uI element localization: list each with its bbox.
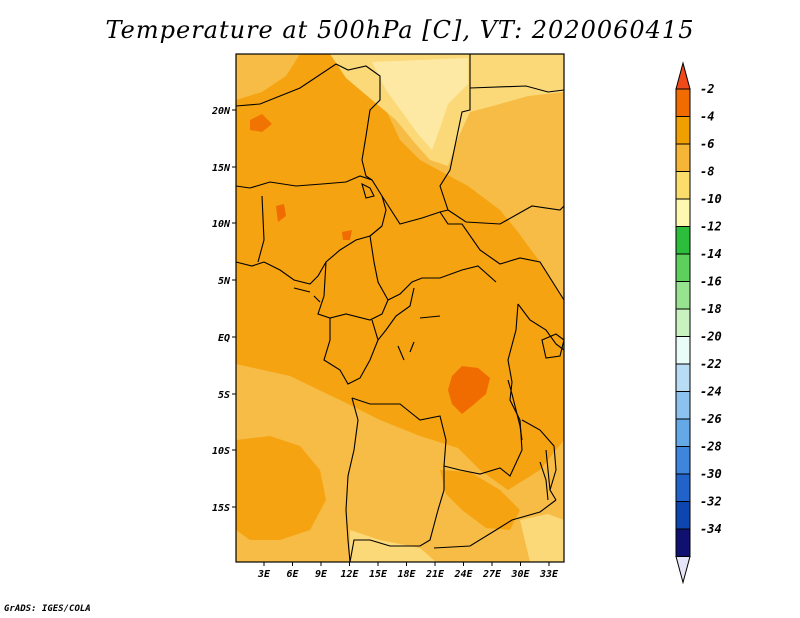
- shade-minus8-northwest: [236, 54, 300, 100]
- colorbar-label: -8: [700, 165, 714, 179]
- border-angola-zambia: [349, 466, 445, 563]
- colorbar-label: -24: [700, 385, 722, 399]
- border-sudan-southsudan: [439, 211, 565, 301]
- shade-minus6-south-interior: [440, 470, 520, 530]
- colorbar-label: -4: [700, 110, 714, 124]
- lat-tick-label: 5S: [218, 390, 230, 401]
- lat-tick-label: 5N: [218, 276, 231, 287]
- colorbar-bottom-arrow: [675, 556, 691, 585]
- colorbar-swatch: [675, 308, 691, 337]
- colorbar-swatch: [675, 171, 691, 200]
- colorbar-label: -10: [700, 192, 722, 206]
- lon-tick-label: 9E: [315, 569, 328, 580]
- shade-minus12-north: [372, 58, 468, 150]
- colorbar-label: -20: [700, 330, 722, 344]
- lon-tick-label: 33E: [539, 569, 559, 580]
- border-tanzania: [521, 419, 557, 501]
- colorbar-label: -16: [700, 275, 722, 289]
- shade-minus4-congo-center: [448, 366, 490, 414]
- border-benin: [257, 195, 265, 263]
- border-drc-west: [377, 287, 415, 341]
- border-zambia-zimbabwe: [433, 499, 557, 549]
- grads-credit: GrADS: IGES/COLA: [4, 604, 91, 614]
- border-malawi: [539, 461, 549, 501]
- lat-tick-label: EQ: [218, 333, 230, 344]
- lon-axis: 3E 6E 9E 12E 15E 18E 21E 24E 27E 30E 33E: [257, 562, 559, 580]
- colorbar-swatch: [675, 446, 691, 475]
- border-niger-chad-nigeria: [235, 175, 387, 237]
- map-panel: [235, 53, 565, 563]
- colorbar-label: -30: [700, 467, 722, 481]
- colorbar: -2 -4 -6 -8 -10 -12 -14 -16 -18 -20 -22 -24 -26 -28 -3…: [675, 61, 722, 585]
- colorbar-swatch: [675, 88, 691, 117]
- coast-guinea: [235, 261, 321, 303]
- river-congo: [397, 315, 441, 361]
- lon-tick-label: 21E: [425, 569, 445, 580]
- colorbar-label: -32: [700, 495, 722, 509]
- colorbar-label: -22: [700, 357, 722, 371]
- colorbar-swatch: [675, 363, 691, 392]
- border-niger-chad-north: [361, 135, 373, 181]
- border-east: [517, 303, 565, 351]
- lat-tick-label: 15N: [212, 163, 231, 174]
- colorbar-swatch: [675, 198, 691, 227]
- colorbar-swatch: [675, 253, 691, 282]
- colorbar-swatch: [675, 226, 691, 255]
- colorbar-swatch: [675, 418, 691, 447]
- colorbar-swatch: [675, 501, 691, 530]
- colorbar-label: -12: [700, 220, 722, 234]
- lon-tick-label: 30E: [510, 569, 530, 580]
- lon-tick-label: 18E: [397, 569, 416, 580]
- colorbar-label: -34: [700, 522, 722, 536]
- border-algeria-niger-libya: [235, 63, 381, 137]
- temperature-shading: [236, 54, 564, 562]
- border-angola-coast: [345, 397, 359, 563]
- colorbar-label: -2: [700, 82, 714, 96]
- lon-tick-label: 24E: [453, 569, 473, 580]
- border-cameroon-congo-gabon: [317, 261, 389, 321]
- colorbar-top-arrow: [675, 61, 691, 90]
- colorbar-swatch: [675, 528, 691, 557]
- border-nigeria-cameroon: [263, 225, 383, 285]
- border-drc-angola: [351, 303, 523, 477]
- shade-minus6-southwest: [236, 436, 326, 540]
- colorbar-swatch: [675, 281, 691, 310]
- country-borders: [235, 54, 565, 563]
- border-chad-sudan: [381, 195, 449, 225]
- colorbar-label: -18: [700, 302, 722, 316]
- colorbar-swatch: [675, 473, 691, 502]
- colorbar-label: -26: [700, 412, 722, 426]
- shade-minus4-northwest: [250, 114, 272, 132]
- lake-malawi: [545, 449, 551, 491]
- lon-tick-label: 15E: [369, 569, 388, 580]
- lat-tick-label: 10N: [212, 219, 231, 230]
- border-gabon: [323, 318, 379, 385]
- lake-chad: [361, 182, 375, 199]
- colorbar-swatch: [675, 143, 691, 172]
- lon-tick-label: 12E: [340, 569, 359, 580]
- border-egypt-north: [469, 85, 565, 93]
- lat-tick-label: 20N: [211, 106, 231, 117]
- colorbar-label: -14: [700, 247, 722, 261]
- lake-victoria: [541, 333, 565, 359]
- colorbar-swatch: [675, 116, 691, 145]
- lon-tick-label: 27E: [482, 569, 502, 580]
- shade-minus4-cameroon: [342, 230, 352, 240]
- colorbar-swatch: [675, 391, 691, 420]
- colorbar-label: -28: [700, 440, 722, 454]
- border-chad-car: [369, 235, 497, 301]
- lat-axis: 20N 15N 10N 5N EQ 5S 10S 15S: [211, 106, 236, 514]
- lon-tick-label: 3E: [257, 569, 271, 580]
- lon-tick-label: 6E: [286, 569, 299, 580]
- lat-tick-label: 15S: [212, 503, 230, 514]
- lake-tanganyika: [507, 379, 523, 441]
- shade-minus4-nigeria: [276, 204, 286, 222]
- map-frame: [235, 53, 565, 563]
- colorbar-label: -6: [700, 137, 714, 151]
- shade-minus10-southeast: [520, 514, 564, 562]
- chart-title: Temperature at 500hPa [C], VT: 202006041…: [105, 16, 695, 44]
- colorbar-swatch: [675, 336, 691, 365]
- lat-tick-label: 10S: [212, 446, 230, 457]
